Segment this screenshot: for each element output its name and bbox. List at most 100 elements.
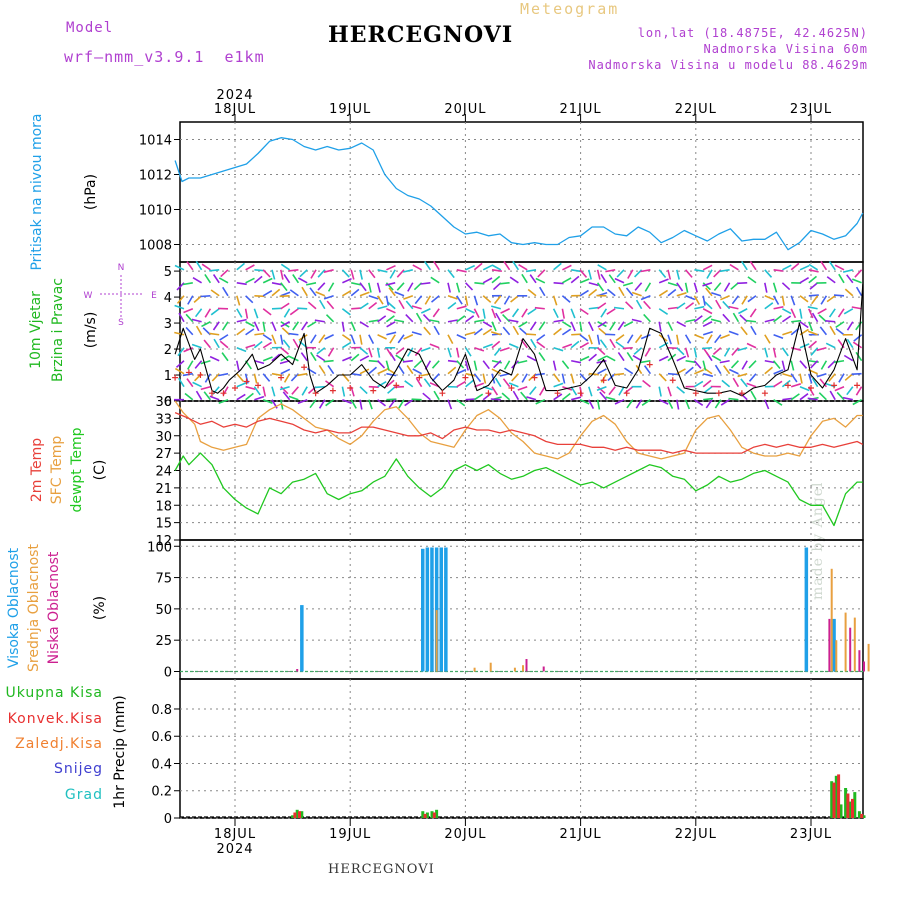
wind-arrow bbox=[684, 399, 691, 410]
wind-arrow bbox=[447, 334, 454, 344]
wind-arrow bbox=[658, 308, 669, 315]
wind-arrow bbox=[626, 351, 634, 362]
wind-arrow bbox=[412, 368, 422, 375]
wind-arrow bbox=[702, 372, 714, 378]
wind-arrow bbox=[209, 332, 220, 336]
wind-arrow bbox=[368, 282, 372, 293]
wind-arrow bbox=[413, 282, 423, 291]
cloud-bar bbox=[513, 667, 516, 672]
panel-frame-0 bbox=[179, 121, 864, 263]
wind-arrow bbox=[808, 373, 813, 384]
wind-arrow bbox=[605, 269, 616, 273]
wind-arrow bbox=[658, 278, 669, 284]
wind-arrow bbox=[737, 372, 748, 378]
wind-arrow bbox=[402, 359, 413, 363]
wind-arrow bbox=[827, 360, 836, 369]
wind-arrow bbox=[183, 308, 194, 314]
wind-arrow bbox=[529, 274, 537, 284]
wind-arrow bbox=[280, 263, 291, 271]
wind-arrow bbox=[741, 360, 748, 370]
wind-arrow bbox=[456, 334, 467, 340]
wind-arrow bbox=[405, 300, 414, 310]
wind-arrow bbox=[306, 282, 317, 286]
gust-marker bbox=[485, 390, 492, 397]
wind-arrow bbox=[635, 364, 643, 375]
wind-arrow bbox=[825, 320, 836, 323]
wind-arrow bbox=[764, 318, 775, 323]
wind-arrow bbox=[310, 269, 317, 279]
wind-arrow bbox=[236, 393, 246, 401]
wind-arrow bbox=[617, 321, 625, 331]
wind-arrow bbox=[694, 334, 704, 340]
gust-marker bbox=[508, 385, 515, 392]
wind-arrow bbox=[512, 325, 520, 336]
wind-arrow bbox=[318, 364, 326, 375]
wind-arrow bbox=[701, 346, 713, 350]
wind-arrow bbox=[195, 325, 203, 336]
wind-arrow bbox=[714, 364, 722, 375]
wind-arrow bbox=[212, 321, 220, 331]
wind-arrow bbox=[643, 365, 652, 375]
wind-arrow bbox=[280, 291, 291, 297]
wind-arrow bbox=[245, 277, 255, 284]
wind-arrow bbox=[456, 269, 467, 273]
wind-arrow bbox=[799, 308, 803, 319]
wind-arrow bbox=[395, 354, 405, 362]
wind-arrow bbox=[254, 332, 265, 336]
wind-arrow bbox=[499, 281, 510, 285]
wind-arrow bbox=[509, 276, 519, 284]
wind-arrow bbox=[644, 347, 652, 357]
wind-arrow bbox=[456, 305, 467, 310]
wind-arrow bbox=[833, 294, 845, 297]
pressure-axis-title: Pritisak na nivou mora bbox=[29, 113, 45, 270]
wind-arrow bbox=[640, 269, 651, 273]
wind-arrow bbox=[271, 281, 282, 286]
wind-arrow bbox=[482, 373, 487, 384]
wind-arrow bbox=[667, 346, 679, 350]
wind-arrow bbox=[271, 269, 276, 280]
wind-arrow bbox=[280, 386, 289, 395]
wind-arrow bbox=[342, 277, 352, 284]
wind-arrow bbox=[174, 304, 185, 310]
wind-arrow bbox=[236, 360, 240, 371]
wind-arrow bbox=[808, 294, 819, 297]
wind-arrow bbox=[411, 398, 422, 401]
wind-arrow bbox=[433, 260, 440, 271]
wind-arrow bbox=[174, 367, 185, 375]
wind-arrow bbox=[253, 373, 258, 384]
wind-arrow bbox=[209, 268, 220, 272]
wind-arrow bbox=[597, 264, 607, 271]
gust-marker bbox=[531, 374, 538, 381]
gust-marker bbox=[715, 390, 722, 397]
wind-arrow bbox=[307, 301, 317, 310]
wind-arrow bbox=[570, 340, 580, 349]
wind-arrow bbox=[799, 360, 808, 369]
wind-arrow bbox=[406, 365, 414, 375]
wind-arrow bbox=[764, 399, 770, 410]
wind-arrow bbox=[596, 269, 601, 280]
wind-arrow bbox=[473, 360, 478, 371]
gust-marker bbox=[761, 390, 768, 397]
wind-arrow bbox=[739, 392, 748, 401]
wind-arrow bbox=[676, 282, 684, 292]
precip-bar bbox=[846, 793, 850, 818]
wind-arrow bbox=[705, 399, 713, 409]
wind-arrow bbox=[221, 321, 229, 331]
top-day-label: 18JUL bbox=[214, 102, 256, 117]
wind-arrow bbox=[609, 321, 616, 331]
wind-arrow bbox=[781, 282, 791, 291]
wind-arrow bbox=[537, 269, 546, 278]
wind-arrow bbox=[658, 269, 667, 279]
wind-arrow bbox=[473, 327, 483, 336]
panel-frame-4 bbox=[179, 678, 864, 819]
wind-arrow bbox=[386, 372, 397, 377]
wind-arrow bbox=[597, 302, 607, 310]
wind-arrow bbox=[685, 366, 694, 375]
model-label: Model bbox=[66, 20, 114, 36]
wind-arrow bbox=[396, 269, 405, 278]
wind-arrow bbox=[482, 321, 493, 328]
wind-arrow bbox=[782, 330, 793, 336]
wind-arrow bbox=[711, 291, 722, 297]
wind-arrow bbox=[297, 307, 308, 310]
